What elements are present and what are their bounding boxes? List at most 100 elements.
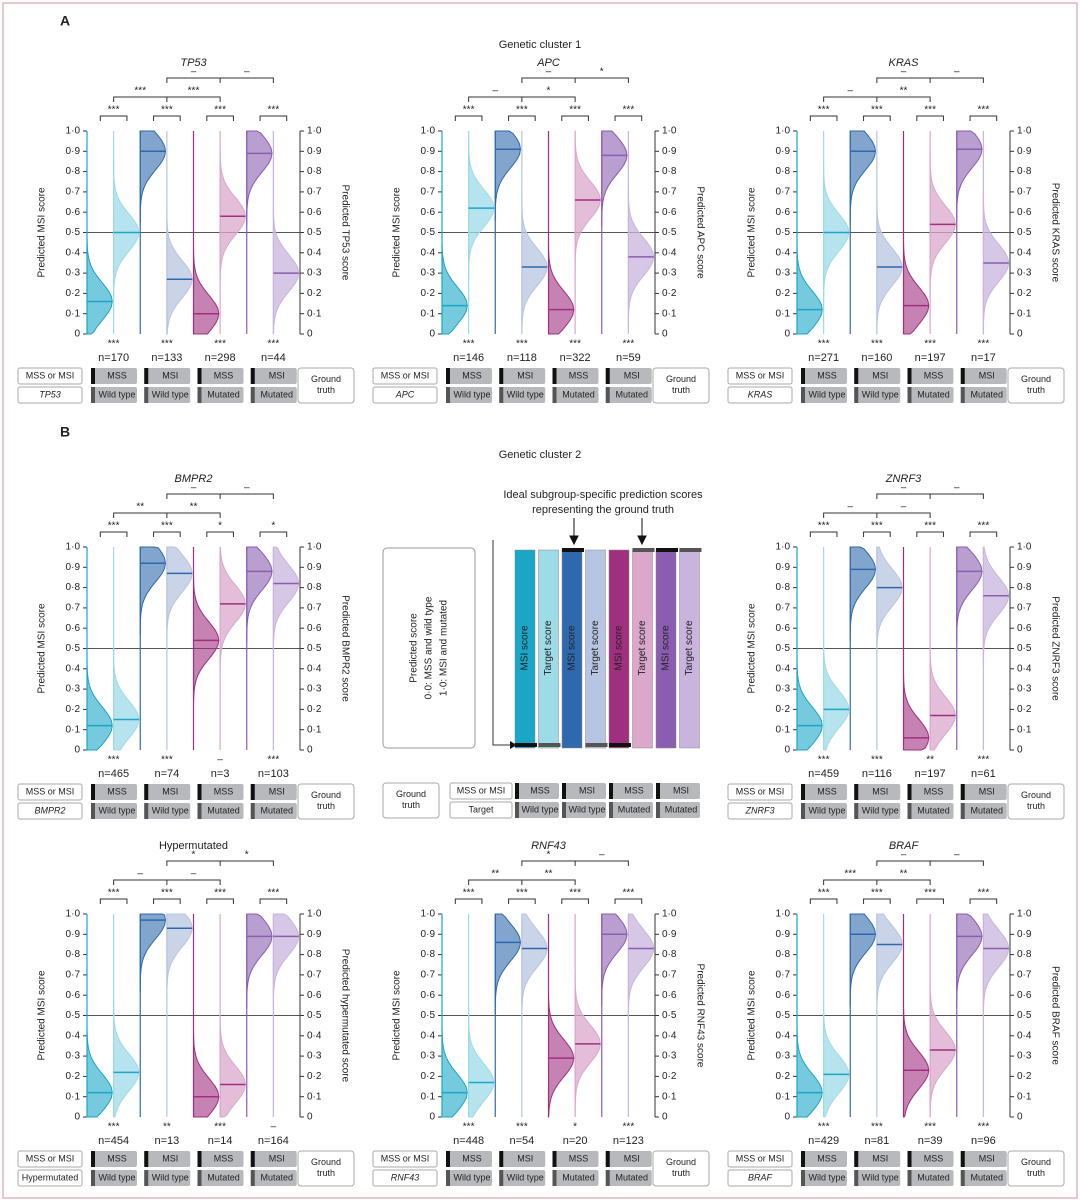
y2-tick-label: 0·5: [662, 227, 677, 238]
violin: [796, 1021, 823, 1118]
table-cell-text: MSI: [162, 370, 178, 380]
violin: [929, 642, 956, 751]
y-tick-label: 0: [74, 745, 80, 756]
n-label: n=197: [915, 768, 946, 780]
y-tick-label: 0·8: [776, 582, 791, 593]
bracket: [153, 898, 181, 904]
table-cell-tab: [91, 803, 95, 819]
y-tick-label: 0·6: [66, 623, 81, 634]
y2-tick-label: 1·0: [1017, 126, 1032, 137]
table-cell: [609, 783, 653, 799]
table-cell-text: MSI: [872, 370, 888, 380]
significance: ***: [978, 755, 990, 766]
diagram-bar-label: MSI score: [661, 625, 672, 670]
bracket-label: ***: [108, 521, 120, 532]
y-axis-label: Predicted MSI score: [392, 970, 403, 1060]
table-cell: [144, 1151, 191, 1167]
violin: [246, 546, 273, 644]
y-tick-label: 0: [784, 329, 790, 340]
table-cell: [250, 1151, 297, 1167]
bracket-label: *: [245, 850, 249, 861]
y2-tick-label: 0·8: [1017, 582, 1032, 593]
table-header: MSS or MSI: [457, 785, 506, 795]
y2-tick-label: 0: [307, 329, 313, 340]
violin: [139, 546, 167, 635]
table-cell-tab: [499, 368, 504, 384]
table-cell-text: Mutated: [260, 1172, 293, 1182]
table-cell-tab: [91, 387, 95, 403]
ground-truth-cell: [1007, 1150, 1065, 1187]
bracket-label: –: [137, 869, 143, 880]
table-cell-text: MSI: [517, 370, 533, 380]
table-cell: [562, 802, 606, 818]
y-tick-label: 0·2: [421, 1071, 436, 1082]
table-cell: [960, 784, 1007, 800]
bracket: [259, 115, 288, 121]
bracket: [969, 115, 998, 121]
violin: [548, 987, 575, 1118]
bracket-label: ***: [108, 888, 120, 899]
table-cell-tab: [907, 803, 912, 819]
diagram-bar-label: Target score: [637, 620, 648, 675]
diagram-bar: [538, 549, 559, 749]
bracket-label: ***: [569, 888, 581, 899]
significance: ***: [214, 339, 226, 350]
y-tick-label: 1·0: [776, 126, 791, 137]
y2-tick-label: 0·6: [1017, 623, 1032, 634]
table-cell-tab: [515, 783, 519, 799]
cluster-title: Genetic cluster 1: [499, 39, 582, 51]
table-header-cell: [727, 783, 793, 801]
ground-truth-cell: [297, 367, 355, 404]
y2-tick-label: 0·9: [1017, 929, 1032, 940]
significance: ***: [818, 1122, 830, 1133]
table-cell-text: Mutated: [917, 1172, 950, 1182]
bracket: [508, 115, 536, 121]
table-cell-text: MSS: [462, 1153, 482, 1163]
violin: [166, 913, 193, 1002]
table-cell-tab: [91, 1170, 95, 1186]
table-row-label: BMPR2: [34, 805, 65, 815]
table-cell-text: Wild type: [808, 389, 845, 399]
bracket-label: **: [545, 869, 553, 880]
y-tick-label: 0·9: [66, 562, 81, 573]
significance: –: [217, 755, 223, 766]
bracket: [259, 531, 288, 537]
ground-truth-cell: [382, 782, 440, 819]
n-label: n=54: [509, 1135, 534, 1147]
y2-tick-label: 0·2: [307, 1071, 322, 1082]
table-cell: [801, 387, 847, 403]
bracket: [876, 860, 984, 866]
table-cell: [907, 1151, 954, 1167]
y-tick-label: 0·3: [776, 1051, 791, 1062]
bracket: [153, 115, 181, 121]
table-row-label: KRAS: [748, 389, 773, 399]
violin: [521, 194, 548, 335]
table-cell-text: MSI: [624, 1153, 640, 1163]
violin: [441, 234, 468, 335]
bracket: [521, 860, 629, 866]
table-cell-tab: [197, 387, 202, 403]
diagram-bar-label: MSI score: [567, 625, 578, 670]
table-cell-tab: [854, 387, 859, 403]
bracket: [969, 898, 998, 904]
violin: [601, 913, 628, 1007]
table-row-label: Hypermutated: [22, 1172, 79, 1182]
diagram-title: Ideal subgroup-specific prediction score…: [503, 489, 703, 501]
table-cell-tab: [854, 784, 859, 800]
bracket: [916, 898, 944, 904]
n-label: n=298: [205, 352, 236, 364]
bracket: [876, 493, 984, 499]
y2-tick-label: 0·8: [1017, 949, 1032, 960]
table-header: MSS or MSI: [736, 370, 785, 380]
violin: [849, 913, 877, 1007]
y2-tick-label: 0·3: [662, 1051, 677, 1062]
n-label: n=271: [808, 352, 839, 364]
bracket-label: ***: [844, 869, 856, 880]
panel-title: ZNRF3: [885, 473, 922, 485]
y-tick-label: 0·1: [776, 724, 791, 735]
y-tick-label: 0·3: [421, 1051, 436, 1062]
y-tick-label: 0·2: [421, 288, 436, 299]
table-cell-tab: [562, 783, 566, 799]
bracket-label: ***: [214, 888, 226, 899]
